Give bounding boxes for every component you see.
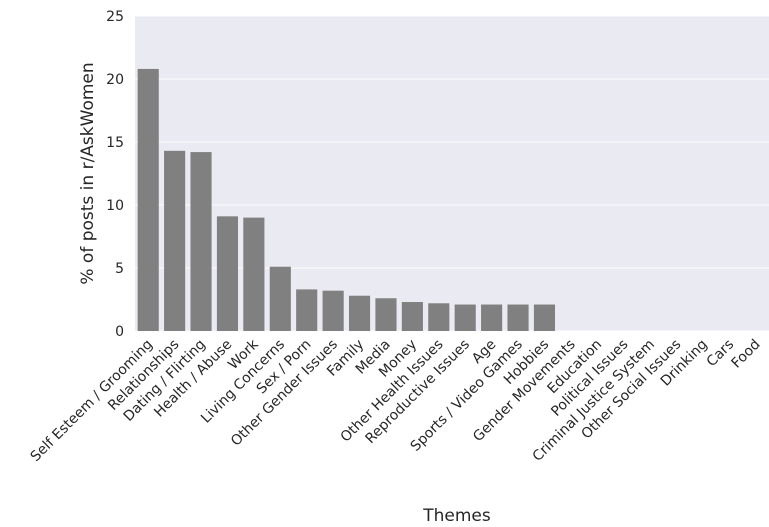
- y-tick-label: 5: [115, 261, 124, 277]
- bar: [190, 152, 212, 331]
- x-axis-label: Themes: [422, 506, 491, 526]
- bar: [322, 290, 344, 331]
- bar: [348, 295, 371, 331]
- bar: [269, 266, 291, 331]
- grid-lines: [135, 15, 769, 332]
- bar: [243, 217, 265, 331]
- bar: [481, 304, 503, 331]
- bar: [401, 302, 423, 331]
- y-tick-label: 25: [106, 9, 124, 25]
- bar: [454, 304, 476, 331]
- bar: [164, 150, 186, 331]
- bar: [375, 298, 397, 331]
- y-tick-label: 15: [106, 135, 124, 151]
- x-tick-label: Food: [729, 337, 764, 372]
- bar: [507, 304, 529, 331]
- y-tick-label: 0: [115, 324, 124, 340]
- y-tick-label: 20: [106, 72, 124, 88]
- y-axis-label: % of posts in r/AskWomen: [78, 62, 98, 284]
- bar: [216, 216, 239, 331]
- bar: [296, 289, 318, 331]
- y-tick-label: 10: [106, 198, 124, 214]
- y-tick-labels: 0 5 10 15 20 25: [106, 9, 124, 340]
- bar: [428, 303, 450, 331]
- plot-area: [135, 16, 769, 331]
- bar: [533, 304, 556, 331]
- bar: [137, 68, 159, 332]
- bars: [137, 68, 556, 332]
- x-tick-labels: Self Esteem / GroomingRelationshipsDatin…: [28, 336, 764, 465]
